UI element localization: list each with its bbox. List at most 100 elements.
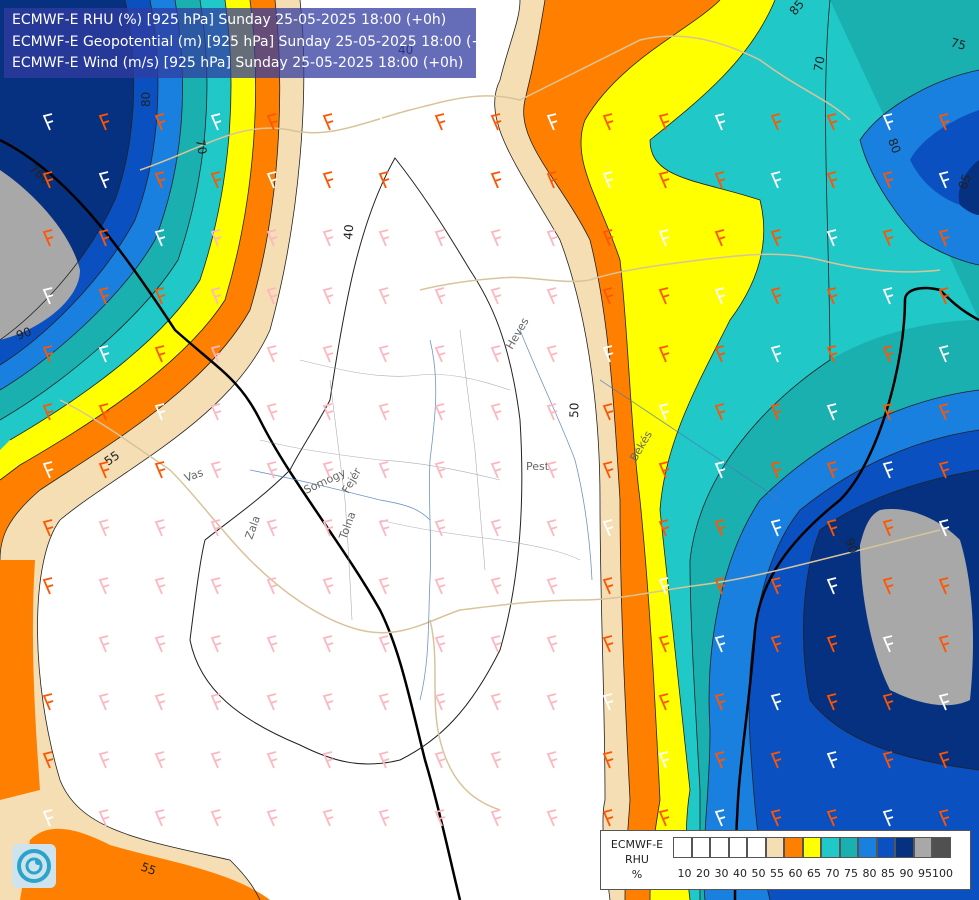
wind-barb xyxy=(882,345,894,363)
title-wind: ECMWF-E Wind (m/s) [925 hPa] Sunday 25-0… xyxy=(12,55,464,71)
wind-barb xyxy=(714,577,726,595)
wind-barb xyxy=(882,519,894,537)
wind-barb xyxy=(210,577,222,595)
wind-barb xyxy=(378,693,390,711)
wind-barb xyxy=(42,403,54,421)
wind-barb xyxy=(266,577,278,595)
wind-barb xyxy=(714,229,726,247)
wind-barb xyxy=(882,287,894,305)
wind-barb xyxy=(98,809,110,827)
wind-barb xyxy=(714,635,726,653)
wind-barb xyxy=(882,809,894,827)
wind-barb xyxy=(322,809,334,827)
legend-tick-label: 80 xyxy=(862,867,877,880)
wind-barb xyxy=(658,519,670,537)
wind-barb xyxy=(770,635,782,653)
wind-barb xyxy=(490,809,502,827)
legend-variable: RHU xyxy=(625,853,649,866)
wind-barb xyxy=(658,113,670,131)
wind-barb xyxy=(770,519,782,537)
wind-barb xyxy=(658,635,670,653)
wind-barb xyxy=(602,345,614,363)
wind-barb xyxy=(770,113,782,131)
wind-barb xyxy=(434,113,446,131)
wind-barb xyxy=(826,461,838,479)
wind-barb xyxy=(490,461,502,479)
wind-barb xyxy=(210,229,222,247)
wind-barb xyxy=(714,693,726,711)
wind-barb xyxy=(714,751,726,769)
wind-barb xyxy=(938,171,950,189)
wind-barb xyxy=(98,345,110,363)
wind-barb xyxy=(602,693,614,711)
wind-barb xyxy=(98,229,110,247)
wind-barb xyxy=(546,461,558,479)
legend-swatch xyxy=(710,837,729,858)
wind-barb xyxy=(154,113,166,131)
wind-barb xyxy=(602,113,614,131)
contour-label-70: 70 xyxy=(193,138,209,155)
wind-barb xyxy=(378,113,390,131)
wind-barb xyxy=(714,403,726,421)
wind-barb xyxy=(434,751,446,769)
wind-barb xyxy=(714,345,726,363)
wind-barb xyxy=(714,519,726,537)
legend-swatch xyxy=(821,837,840,858)
wind-barb xyxy=(434,519,446,537)
wind-barb xyxy=(322,403,334,421)
legend-tick-label: 10 xyxy=(677,867,692,880)
wind-barb xyxy=(322,577,334,595)
wind-barb xyxy=(210,751,222,769)
legend-tick-label: 60 xyxy=(788,867,803,880)
rhu-legend: ECMWF-E RHU % 10 20 30 40 50 55 60 65 70 75 80 85 90… xyxy=(600,830,971,890)
wind-barb xyxy=(434,171,446,189)
wind-barb xyxy=(434,577,446,595)
legend-tick-label: 50 xyxy=(751,867,766,880)
wind-barb xyxy=(266,751,278,769)
wind-barb xyxy=(938,751,950,769)
wind-barb xyxy=(322,461,334,479)
wind-barb xyxy=(546,229,558,247)
wind-barb xyxy=(490,403,502,421)
legend-swatch xyxy=(765,837,784,858)
wind-barb xyxy=(826,809,838,827)
wind-barb xyxy=(266,635,278,653)
rh-band-95-right xyxy=(860,509,973,706)
wind-barb xyxy=(658,461,670,479)
legend-tick-label: 30 xyxy=(714,867,729,880)
wind-barb xyxy=(378,403,390,421)
wind-barb xyxy=(434,809,446,827)
wind-barb xyxy=(42,113,54,131)
map-title-box: ECMWF-E RHU (%) [925 hPa] Sunday 25-05-2… xyxy=(4,8,506,78)
title-geopotential: ECMWF-E Geopotential (m) [925 hPa] Sunda… xyxy=(12,34,507,50)
wind-barb xyxy=(434,693,446,711)
wind-barb xyxy=(602,635,614,653)
wind-barb xyxy=(602,171,614,189)
wind-barb xyxy=(98,287,110,305)
wind-barb xyxy=(434,403,446,421)
legend-swatch xyxy=(839,837,858,858)
legend-swatch xyxy=(728,837,747,858)
wind-barb xyxy=(322,345,334,363)
contour-label-75: 75 xyxy=(949,35,967,52)
wind-barb xyxy=(490,287,502,305)
wind-barb xyxy=(434,287,446,305)
wind-barb xyxy=(434,345,446,363)
wind-barb xyxy=(154,403,166,421)
wind-barb xyxy=(602,751,614,769)
wind-barb xyxy=(98,577,110,595)
wind-barb xyxy=(770,229,782,247)
wind-barb xyxy=(826,229,838,247)
wind-barb xyxy=(546,635,558,653)
wind-barb xyxy=(490,345,502,363)
wind-barb xyxy=(210,635,222,653)
wind-barb xyxy=(210,693,222,711)
place-vas: Vas xyxy=(183,466,206,485)
legend-tick-label: 55 xyxy=(770,867,784,880)
rh-band-60-bottom xyxy=(20,828,270,900)
wind-barb xyxy=(210,171,222,189)
wind-barb xyxy=(546,693,558,711)
wind-barb xyxy=(154,171,166,189)
wind-barb xyxy=(98,113,110,131)
rh-band-95-left xyxy=(0,170,80,340)
